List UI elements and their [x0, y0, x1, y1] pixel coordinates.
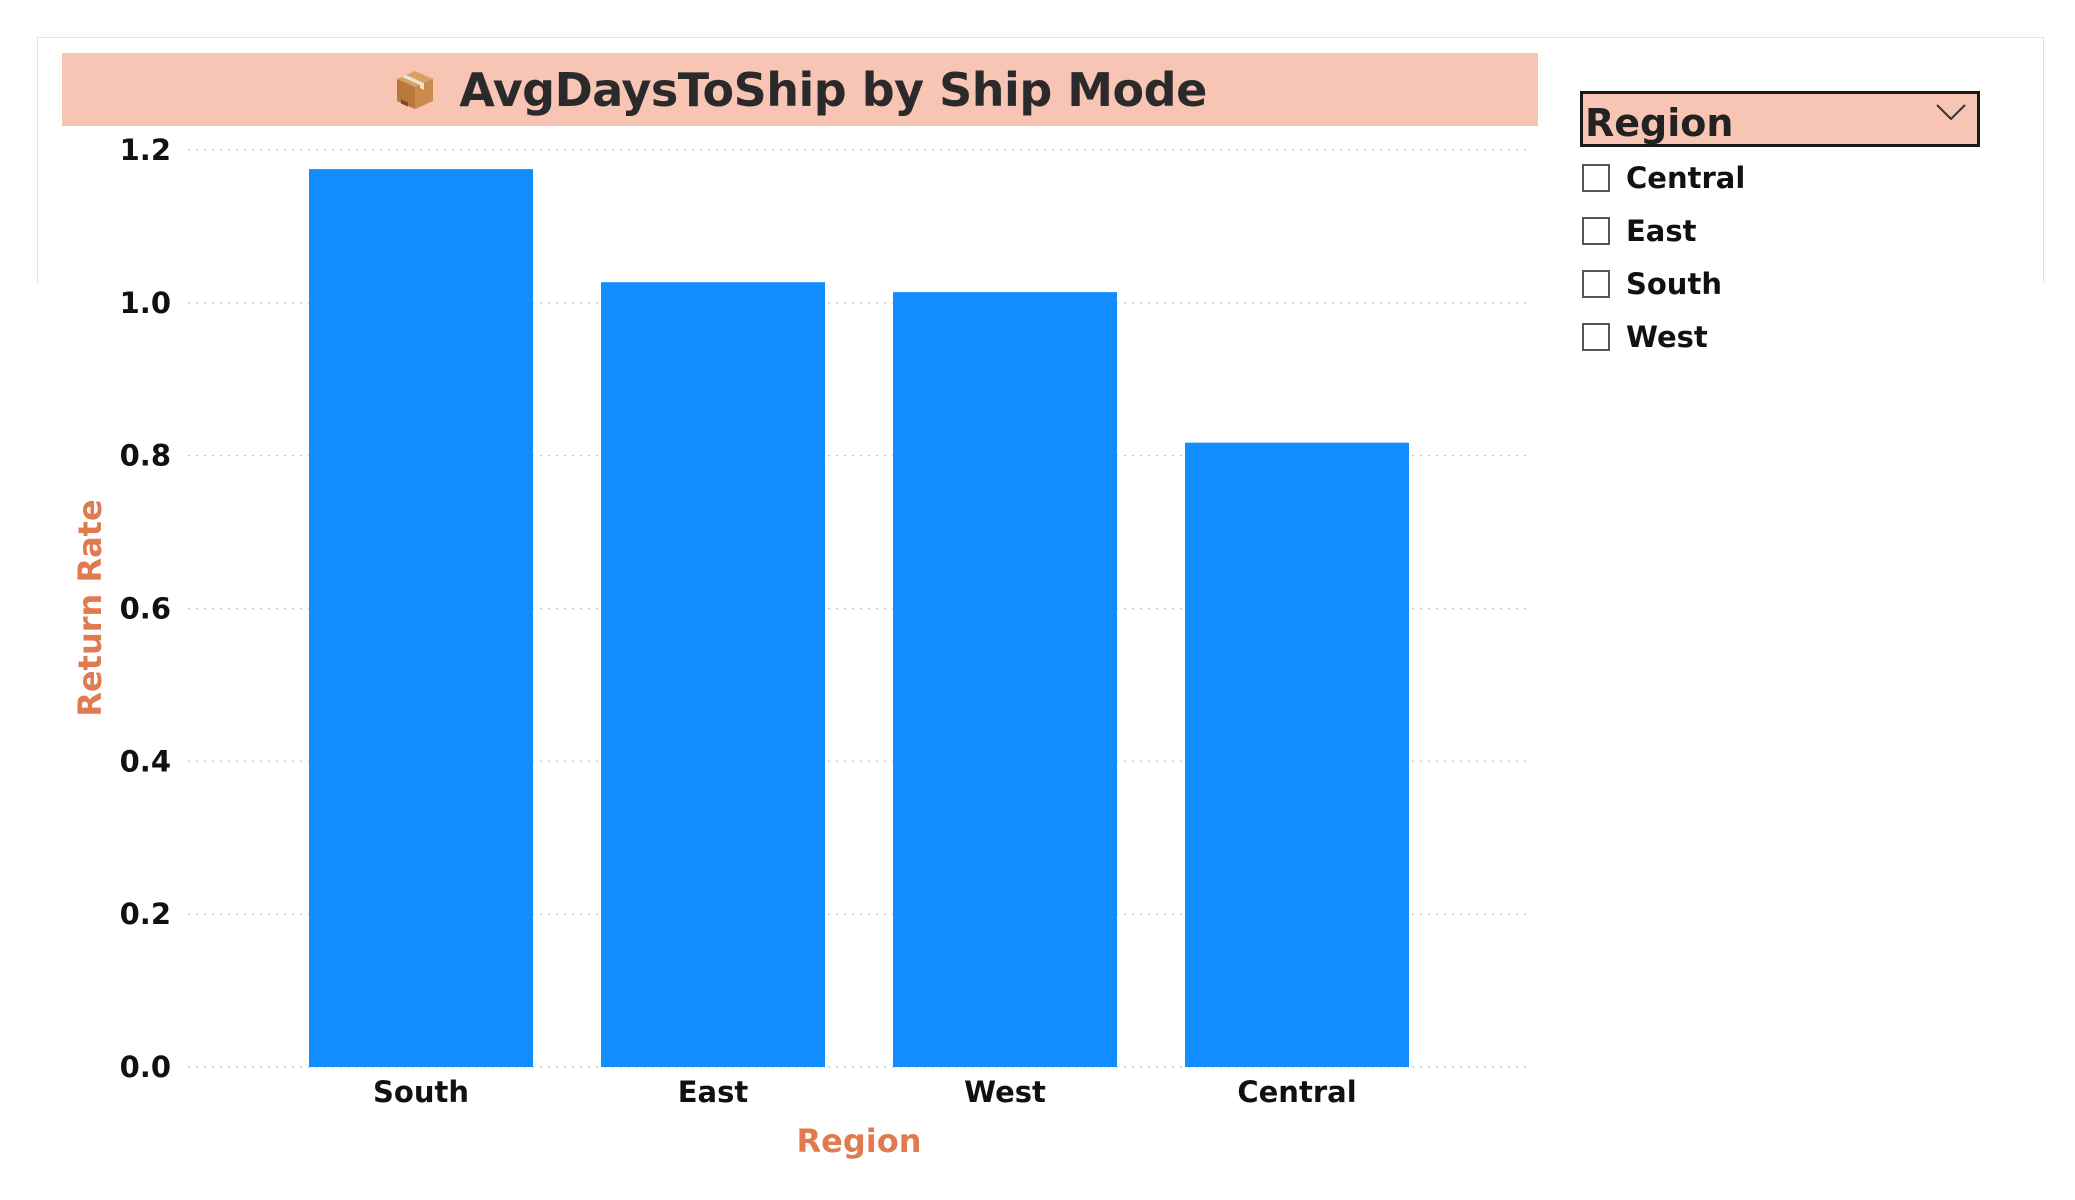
bar-east[interactable]: [601, 282, 825, 1068]
slicer-item-central[interactable]: Central: [1580, 151, 1980, 204]
y-axis-ticks: 0.0 0.2 0.4 0.6 0.8 1.0 1.2: [120, 133, 171, 1084]
x-tick-label: East: [678, 1075, 749, 1109]
bar-south[interactable]: [309, 169, 533, 1067]
slicer-item-east[interactable]: East: [1580, 204, 1980, 257]
checkbox[interactable]: [1582, 269, 1610, 298]
x-tick-label: Central: [1237, 1075, 1356, 1109]
x-tick-label: West: [964, 1075, 1046, 1109]
chart-title: AvgDaysToShip by Ship Mode: [459, 62, 1207, 117]
visual-card-border: [37, 37, 2044, 283]
slicer-list: Central East South West: [1580, 151, 1980, 363]
y-tick-label: 1.2: [120, 133, 171, 167]
y-axis-title: Return Rate: [71, 499, 109, 716]
checkbox[interactable]: [1582, 216, 1610, 245]
slicer-item-label: Central: [1626, 160, 1746, 195]
y-tick-label: 0.4: [120, 744, 171, 778]
x-tick-label: South: [373, 1075, 469, 1109]
slicer-item-label: South: [1626, 266, 1722, 301]
y-tick-label: 0.8: [120, 439, 171, 473]
region-slicer: Region Central East South West: [1580, 91, 1980, 363]
y-tick-label: 0.6: [120, 592, 171, 626]
y-tick-label: 0.2: [120, 897, 171, 931]
slicer-item-label: East: [1626, 213, 1697, 248]
checkbox[interactable]: [1582, 163, 1610, 192]
checkbox[interactable]: [1582, 322, 1610, 351]
slicer-title: Region: [1585, 101, 1734, 145]
slicer-header[interactable]: Region: [1580, 91, 1980, 147]
bars: [309, 169, 1409, 1068]
slicer-item-south[interactable]: South: [1580, 257, 1980, 310]
chevron-down-icon[interactable]: [1935, 102, 1967, 122]
x-axis-title: Region: [797, 1122, 922, 1160]
bar-west[interactable]: [893, 292, 1117, 1067]
slicer-item-label: West: [1626, 319, 1708, 354]
y-tick-label: 1.0: [120, 286, 171, 320]
package-icon: [397, 70, 434, 109]
chart-title-bar: AvgDaysToShip by Ship Mode: [62, 53, 1538, 126]
slicer-item-west[interactable]: West: [1580, 310, 1980, 363]
x-axis-ticks: South East West Central: [373, 1075, 1357, 1109]
bar-central[interactable]: [1185, 442, 1409, 1067]
y-tick-label: 0.0: [120, 1050, 171, 1084]
